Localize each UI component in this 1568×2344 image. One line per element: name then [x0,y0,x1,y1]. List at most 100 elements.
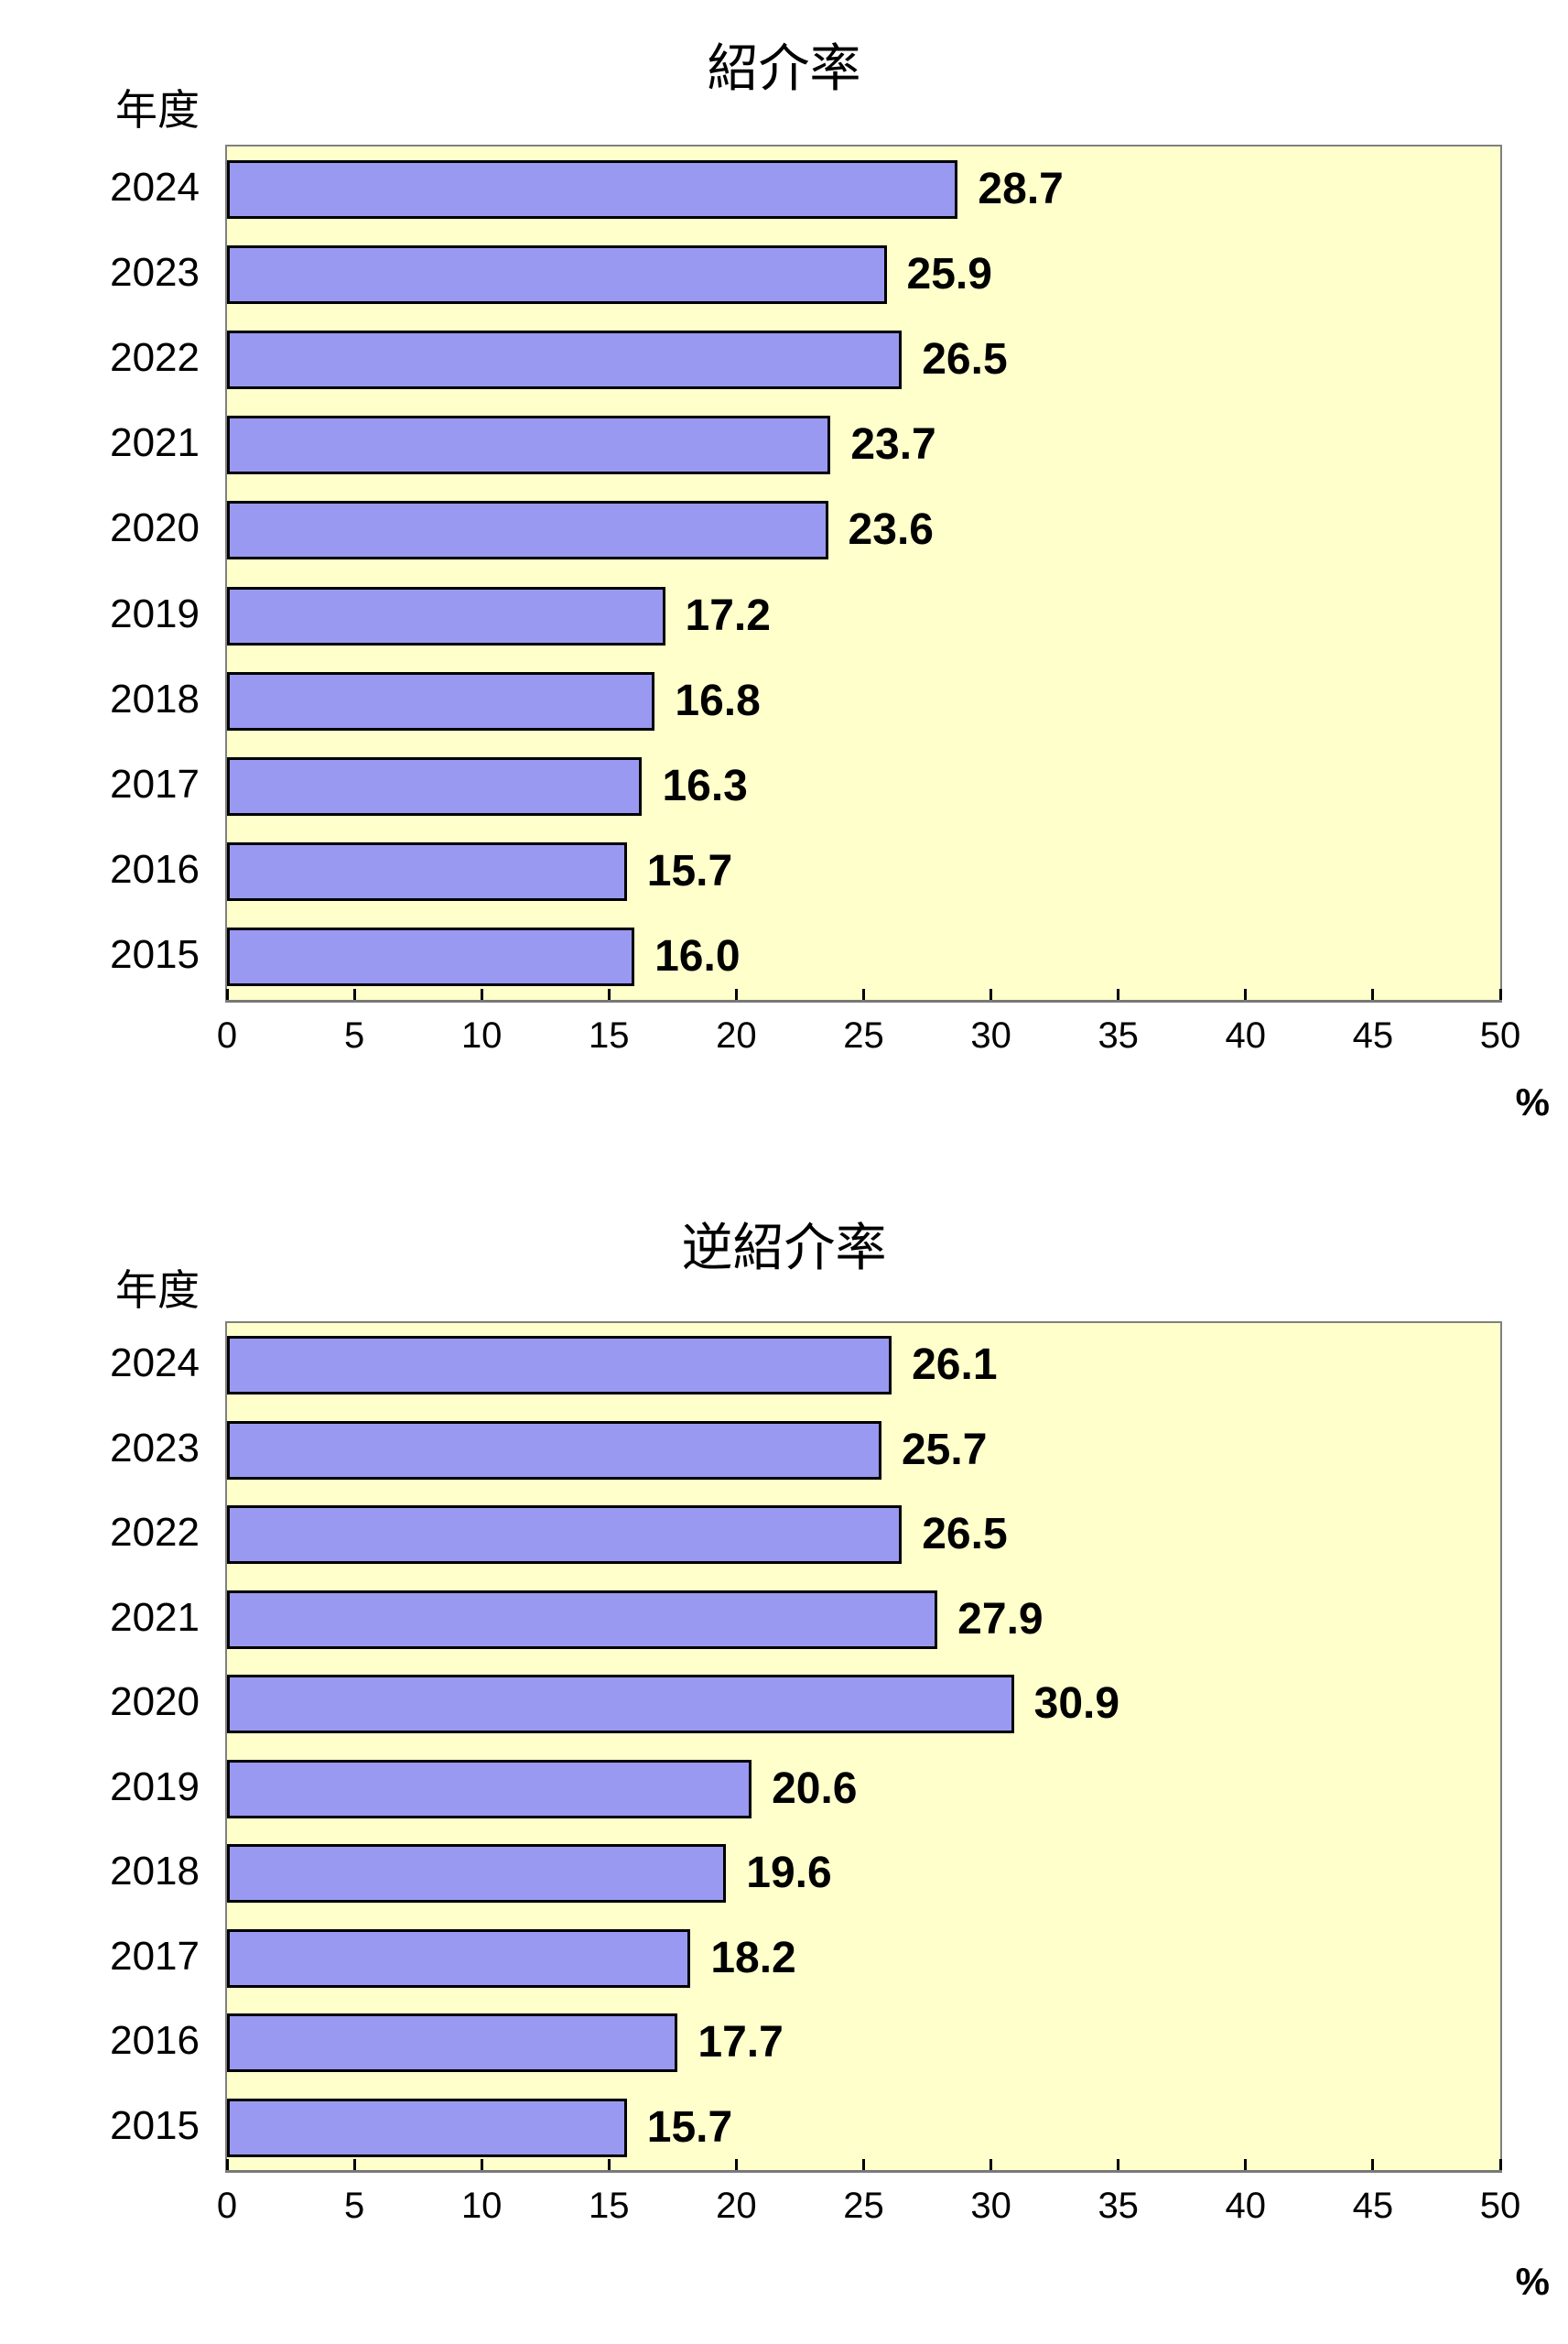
category-label: 2021 [110,1594,200,1640]
category-label: 2024 [110,1340,200,1386]
x-tick-label: 35 [1098,1015,1139,1056]
x-tick [352,2159,356,2170]
bar [227,1420,881,1480]
x-tick [989,989,993,1000]
x-tick-label: 50 [1479,1015,1521,1056]
bar [227,1844,727,1904]
category-label: 2020 [110,1679,200,1725]
x-tick [862,2159,865,2170]
x-tick [607,2159,611,2170]
x-tick-label: 45 [1352,2186,1394,2226]
bar-value-label: 18.2 [710,1933,796,1982]
bar [227,1505,903,1565]
x-tick [1498,989,1502,1000]
bar [227,842,627,902]
category-label: 2023 [110,1425,200,1470]
x-tick-label: 10 [460,2186,503,2226]
bar [227,159,958,219]
x-tick [1244,989,1248,1000]
x-tick-label: 50 [1479,2186,1521,2226]
category-label: 2022 [110,335,200,380]
bar [227,1336,892,1395]
bar-value-label: 15.7 [646,847,733,896]
x-tick [225,2159,229,2170]
x-tick-label: 40 [1225,2186,1267,2226]
category-label: 2021 [110,420,200,466]
bar-value-label: 26.5 [922,335,1008,384]
x-tick-label: 5 [343,1015,365,1056]
bar [227,928,635,987]
bar-value-label: 23.6 [848,505,934,555]
bar [227,1759,752,1818]
chart-title: 逆紹介率 [681,1219,887,1276]
bar-value-label: 17.7 [697,2018,784,2067]
plot-area: 28.7 25.9 26.5 23.7 23.6 17.2 16.8 16.3 15.7 16.0 [225,145,1502,1003]
x-tick-label: 10 [460,1015,503,1056]
x-tick-label: 5 [343,2186,365,2226]
bar [227,757,643,816]
bar-value-label: 25.9 [906,249,992,298]
category-axis-label: 年度 [115,1266,200,1314]
bar-value-label: 23.7 [850,420,936,470]
bar [227,1928,691,1988]
category-label: 2020 [110,505,200,551]
bar [227,331,903,389]
x-tick-label: 40 [1225,1015,1267,1056]
x-tick [734,2159,738,2170]
category-label: 2019 [110,1763,200,1809]
x-tick-label: 15 [589,2186,630,2226]
category-axis-label: 年度 [115,86,200,134]
bar-value-label: 28.7 [978,164,1064,213]
bar-value-label: 26.5 [922,1510,1008,1559]
x-tick-label: 45 [1352,1015,1394,1056]
category-label: 2018 [110,676,200,722]
x-tick [480,989,483,1000]
bar [227,586,665,646]
x-tick-label: 25 [843,1015,884,1056]
x-tick [1244,2159,1248,2170]
bar [227,2013,678,2073]
category-label: 2018 [110,1849,200,1894]
x-tick [607,989,611,1000]
category-label: 2015 [110,932,200,978]
x-tick [1371,989,1375,1000]
category-label: 2022 [110,1510,200,1556]
bar-value-label: 30.9 [1033,1679,1120,1729]
x-axis-unit-label: % [1515,2260,1550,2303]
x-axis-unit-label: % [1515,1080,1550,1123]
bar-value-label: 16.8 [675,676,761,725]
bar-value-label: 27.9 [957,1594,1044,1644]
bar-value-label: 17.2 [685,591,771,640]
bar [227,1675,1014,1734]
x-tick [352,989,356,1000]
x-tick-label: 0 [216,2186,238,2226]
bar-value-label: 16.0 [654,932,741,982]
x-tick [225,989,229,1000]
plot-area: 26.1 25.7 26.5 27.9 30.9 20.6 19.6 18.2 17.7 15.7 [225,1321,1502,2173]
x-tick-label: 25 [843,2186,884,2226]
bar-value-label: 20.6 [772,1763,858,1813]
x-tick-label: 20 [716,2186,757,2226]
bar-value-label: 25.7 [901,1425,988,1474]
bar [227,1590,938,1649]
x-tick [1117,989,1120,1000]
x-tick [1371,2159,1375,2170]
category-label: 2017 [110,762,200,807]
bar [227,671,655,731]
category-label: 2023 [110,249,200,295]
category-label: 2024 [110,164,200,210]
x-tick-label: 35 [1098,2186,1139,2226]
bar-value-label: 16.3 [662,762,748,810]
x-tick-label: 0 [216,1015,238,1056]
x-tick-label: 20 [716,1015,757,1056]
chart-title: 紹介率 [707,39,861,97]
category-label: 2019 [110,591,200,636]
bar-value-label: 19.6 [746,1849,832,1898]
bar [227,501,828,560]
x-tick [862,989,865,1000]
x-tick [1498,2159,1502,2170]
bar [227,2098,627,2157]
bar [227,416,831,475]
bar-value-label: 26.1 [912,1340,998,1390]
